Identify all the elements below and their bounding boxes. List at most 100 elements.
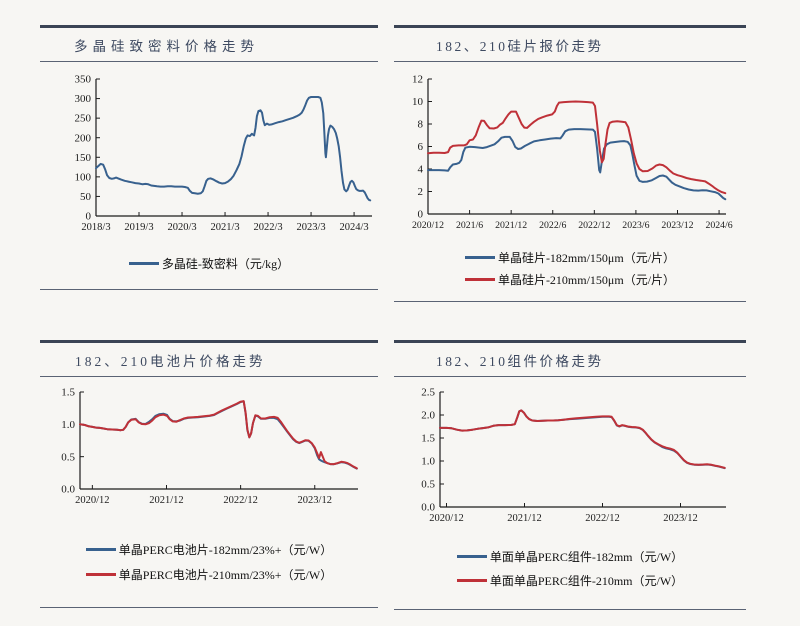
x-tick-label: 2023/12	[661, 220, 693, 231]
chart-canvas-cell: 0.0 0.5 1.0 1.5 2020/12 2021/12 2022/12 2023/12	[61, 387, 358, 506]
card-bottom-rule	[40, 607, 378, 608]
chart-title: 182、210电池片价格走势	[75, 354, 266, 369]
y-tick-label: 0.0	[61, 484, 75, 496]
x-tick-label: 2022/12	[585, 513, 619, 524]
legend-item: 单晶硅片-182mm/150μm（元/片）	[464, 249, 676, 266]
legend-label: 单晶硅片-182mm/150μm（元/片）	[497, 251, 676, 265]
card-bottom-rule	[394, 301, 746, 302]
card-bottom-rule	[40, 289, 378, 290]
y-tick-label: 0	[418, 209, 424, 221]
x-tick-label: 2020/3	[167, 222, 196, 233]
card-bottom-rule	[394, 609, 746, 610]
x-tick-label: 2021/12	[507, 513, 541, 524]
series-line-1	[439, 409, 726, 469]
legend-label: 单面单晶PERC组件-182mm（元/W）	[489, 550, 684, 564]
legend-line-swatch	[85, 573, 116, 576]
chart-title: 182、210硅片报价走势	[436, 39, 604, 54]
legend-items: 单晶硅片-182mm/150μm（元/片） 单晶硅片-210mm/150μm（元/…	[464, 244, 676, 293]
y-tick-label: 250	[75, 113, 92, 125]
chart-legend: 多晶硅-致密料（元/kg）	[40, 250, 378, 277]
chart-title: 多晶硅致密料价格走势	[74, 39, 259, 54]
legend-item: 单晶PERC电池片-210mm/23%+（元/W）	[85, 566, 333, 583]
legend-items: 多晶硅-致密料（元/kg）	[128, 250, 290, 277]
x-tick-label: 2023/12	[298, 495, 332, 506]
chart-canvas-polysilicon: 0 50 100 150 200 250 300 350 2018/3 2019/3 2020/3 2…	[75, 74, 372, 233]
card-top-rule	[394, 340, 746, 343]
legend-line-swatch	[464, 278, 495, 281]
card-top-rule	[394, 25, 746, 28]
chart-area: 0.0 0.5 1.0 1.5 2020/12 2021/12 2022/12 2023/12	[40, 385, 378, 513]
x-tick-label: 2022/6	[539, 220, 566, 231]
x-tick-label: 2019/3	[124, 222, 153, 233]
legend-line-swatch	[85, 548, 116, 551]
title-divider	[394, 61, 746, 62]
legend-line-swatch	[128, 262, 159, 265]
chart-legend: 单晶PERC电池片-182mm/23%+（元/W） 单晶PERC电池片-210mm…	[40, 533, 378, 591]
legend-label: 单晶硅片-210mm/150μm（元/片）	[497, 273, 676, 287]
y-tick-label: 0.5	[421, 479, 435, 491]
x-tick-label: 2020/12	[412, 220, 444, 231]
x-tick-label: 2018/3	[81, 222, 110, 233]
chart-area: 0 2 4 6 8 10 12 2020/12 2021/6 2021/12 2022/6 2022/…	[394, 70, 746, 238]
x-tick-label: 2021/3	[210, 222, 239, 233]
series-line-1	[427, 100, 727, 195]
legend-label: 单面单晶PERC组件-210mm（元/W）	[489, 574, 684, 588]
y-tick-label: 1.5	[421, 433, 435, 445]
chart-canvas-module: 0.0 0.5 1.0 1.5 2.0 2.5 2020/12 2021/12 2022/12 2…	[421, 387, 726, 524]
y-tick-label: 1.0	[61, 419, 75, 431]
title-divider	[40, 376, 378, 377]
legend-label: 单晶PERC电池片-182mm/23%+（元/W）	[118, 543, 333, 557]
y-tick-label: 1.5	[61, 387, 75, 399]
title-divider	[394, 376, 746, 377]
y-tick-label: 10	[412, 96, 424, 108]
y-tick-label: 1.0	[421, 456, 435, 468]
x-tick-label: 2020/12	[75, 495, 109, 506]
chart-card-polysilicon: 多晶硅致密料价格走势 0 50 100 150 200 250 300 350 2018/3 20…	[40, 25, 378, 290]
x-tick-label: 2024/6	[705, 220, 732, 231]
x-tick-label: 2023/3	[296, 222, 325, 233]
chart-canvas-wafer: 0 2 4 6 8 10 12 2020/12 2021/6 2021/12 2022/6 2022/…	[412, 74, 733, 231]
chart-card-cell: 182、210电池片价格走势 0.0 0.5 1.0 1.5 2020/12 2021/1…	[40, 340, 378, 608]
y-tick-label: 2.0	[421, 410, 435, 422]
legend-line-swatch	[456, 579, 487, 582]
y-tick-label: 4	[418, 164, 424, 176]
legend-item: 多晶硅-致密料（元/kg）	[128, 255, 290, 272]
legend-item: 单面单晶PERC组件-210mm（元/W）	[456, 572, 684, 589]
card-top-rule	[40, 340, 378, 343]
legend-items: 单面单晶PERC组件-182mm（元/W） 单面单晶PERC组件-210mm（元/…	[456, 541, 684, 596]
legend-item: 单晶PERC电池片-182mm/23%+（元/W）	[85, 541, 333, 558]
x-tick-label: 2023/12	[663, 513, 697, 524]
y-tick-label: 6	[418, 141, 424, 153]
chart-title: 182、210组件价格走势	[436, 354, 604, 369]
legend-line-swatch	[456, 555, 487, 558]
y-tick-label: 200	[75, 132, 92, 144]
x-tick-label: 2020/12	[429, 513, 463, 524]
legend-item: 单晶硅片-210mm/150μm（元/片）	[464, 271, 676, 288]
legend-line-swatch	[464, 256, 495, 259]
x-tick-label: 2021/6	[456, 220, 483, 231]
y-tick-label: 2	[418, 186, 424, 198]
legend-label: 单晶PERC电池片-210mm/23%+（元/W）	[118, 568, 333, 582]
y-tick-label: 2.5	[421, 387, 435, 399]
card-top-rule	[40, 25, 378, 28]
y-tick-label: 0.0	[421, 502, 435, 514]
x-tick-label: 2023/6	[622, 220, 649, 231]
y-tick-label: 100	[75, 171, 92, 183]
y-tick-label: 0.5	[61, 451, 75, 463]
chart-legend: 单晶硅片-182mm/150μm（元/片） 单晶硅片-210mm/150μm（元/…	[394, 244, 746, 293]
chart-area: 0 50 100 150 200 250 300 350 2018/3 2019/3 2020/3 2…	[54, 70, 378, 240]
x-tick-label: 2021/12	[149, 495, 183, 506]
legend-items: 单晶PERC电池片-182mm/23%+（元/W） 单晶PERC电池片-210mm…	[85, 533, 333, 591]
series-line-0	[95, 96, 372, 202]
y-tick-label: 0	[86, 211, 92, 223]
chart-card-module: 182、210组件价格走势 0.0 0.5 1.0 1.5 2.0 2.5 2020/12 2…	[394, 340, 746, 610]
x-tick-label: 2024/3	[339, 222, 368, 233]
x-tick-label: 2022/12	[578, 220, 610, 231]
y-tick-label: 350	[75, 74, 92, 86]
series-line-0	[427, 128, 727, 201]
chart-area: 0.0 0.5 1.0 1.5 2.0 2.5 2020/12 2021/12 2022/12 2…	[396, 385, 746, 531]
y-tick-label: 150	[75, 152, 92, 164]
legend-label: 多晶硅-致密料（元/kg）	[161, 257, 290, 271]
y-tick-label: 300	[75, 93, 92, 105]
legend-item: 单面单晶PERC组件-182mm（元/W）	[456, 548, 684, 565]
